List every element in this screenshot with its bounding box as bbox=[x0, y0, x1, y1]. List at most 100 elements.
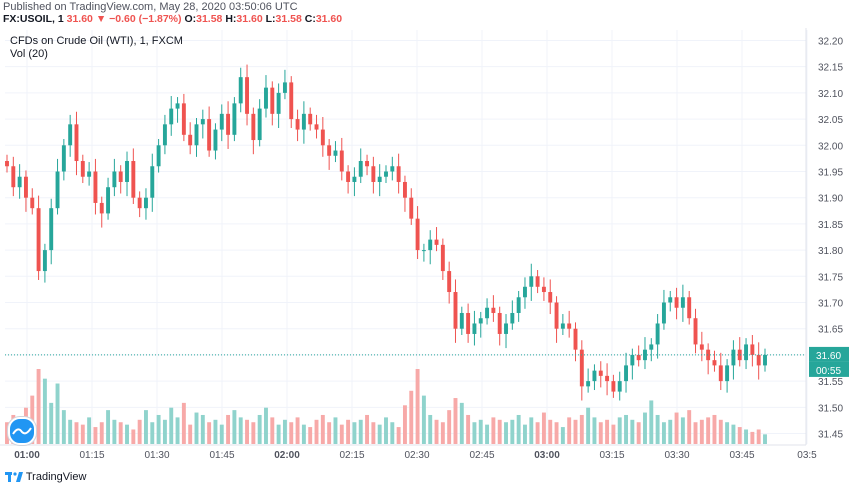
volume-bar bbox=[661, 422, 666, 444]
y-tick-label: 32.15 bbox=[818, 63, 843, 74]
volume-bar bbox=[731, 424, 736, 444]
tradingview-brand[interactable]: TradingView bbox=[5, 471, 86, 483]
volume-bar bbox=[409, 390, 414, 444]
candle-body bbox=[264, 87, 268, 109]
candle-body bbox=[162, 124, 167, 146]
candle-body bbox=[617, 381, 622, 392]
volume-bar bbox=[346, 419, 351, 444]
candle-body bbox=[428, 239, 433, 251]
y-tick-label: 31.90 bbox=[818, 194, 843, 205]
candle-body bbox=[706, 349, 711, 361]
last-price-tag-bg bbox=[809, 346, 849, 362]
candle-body bbox=[554, 302, 559, 329]
last-price-tag: 31.60 bbox=[816, 351, 841, 362]
volume-bar bbox=[744, 429, 749, 444]
volume-bar bbox=[396, 427, 401, 444]
volume-bar bbox=[175, 417, 180, 444]
volume-bar bbox=[504, 422, 508, 444]
candle-body bbox=[257, 108, 262, 141]
volume-bar bbox=[49, 402, 54, 444]
volume-bar bbox=[68, 419, 73, 444]
volume-bar bbox=[36, 369, 41, 444]
volume-bar bbox=[541, 412, 546, 444]
y-tick-label: 31.80 bbox=[818, 246, 843, 257]
candle-body bbox=[314, 124, 319, 130]
candle-body bbox=[605, 375, 610, 382]
candle-body bbox=[327, 145, 332, 156]
volume-bar bbox=[358, 419, 363, 444]
volume-bar bbox=[339, 424, 344, 444]
candle-body bbox=[339, 150, 344, 172]
candle-body bbox=[5, 161, 9, 167]
candle-body bbox=[377, 176, 382, 182]
candle-body bbox=[541, 286, 546, 293]
candle-body bbox=[744, 344, 749, 361]
volume-bar bbox=[706, 417, 711, 444]
volume-bar bbox=[510, 419, 515, 444]
candle-body bbox=[737, 349, 742, 361]
volume-icon[interactable] bbox=[8, 417, 36, 445]
volume-bar bbox=[80, 424, 85, 444]
candle-body bbox=[232, 103, 237, 135]
volume-bar bbox=[194, 412, 199, 444]
x-tick-label: 02:30 bbox=[404, 450, 429, 461]
volume-bar bbox=[42, 378, 47, 444]
candlestick-chart[interactable]: 32.20 32.15 32.10 32.05 32.00 31.95 31.90 31.85… bbox=[0, 28, 852, 473]
y-tick-label: 31.75 bbox=[818, 272, 843, 283]
candle-body bbox=[333, 150, 338, 156]
volume-bar bbox=[232, 410, 237, 444]
candle-body bbox=[42, 250, 47, 272]
volume-bar bbox=[264, 407, 268, 444]
volume-bar bbox=[718, 419, 723, 444]
volume-bar bbox=[99, 422, 104, 444]
volume-bar bbox=[150, 422, 155, 444]
candle-body bbox=[219, 113, 224, 130]
chart-header: Published on TradingView.com, May 28, 20… bbox=[0, 0, 852, 28]
volume-bar bbox=[144, 410, 148, 444]
brand-name: TradingView bbox=[25, 471, 87, 483]
ohlc-quote: FX:USOIL, 1 31.60 ▼ −0.60 (−1.87%) O:31.… bbox=[3, 13, 342, 25]
high-value: 31.60 bbox=[236, 13, 263, 25]
y-tick-label: 32.10 bbox=[818, 89, 843, 100]
candle-body bbox=[680, 297, 685, 308]
volume-bar bbox=[118, 422, 123, 444]
chart-legend-title: CFDs on Crude Oil (WTI), 1, FXCM bbox=[10, 35, 183, 47]
volume-bar bbox=[125, 424, 129, 444]
volume-bar bbox=[750, 431, 755, 444]
candle-body bbox=[504, 323, 508, 334]
high-label: H: bbox=[225, 13, 237, 25]
volume-bar bbox=[712, 414, 717, 444]
volume-bar bbox=[725, 422, 730, 444]
candle-body bbox=[516, 297, 521, 313]
x-tick-label: 03:45 bbox=[729, 450, 754, 461]
candle-body bbox=[358, 161, 363, 177]
volume-bar bbox=[371, 422, 376, 444]
candle-body bbox=[74, 124, 79, 162]
volume-bar bbox=[567, 417, 572, 444]
volume-bar bbox=[447, 410, 452, 444]
countdown-tag-bg bbox=[809, 361, 849, 377]
candle-body bbox=[93, 171, 98, 203]
volume-bar bbox=[617, 417, 622, 444]
candle-body bbox=[99, 202, 104, 214]
volume-bar bbox=[586, 407, 591, 444]
volume-bar bbox=[516, 414, 521, 444]
candle-body bbox=[276, 92, 281, 114]
low-label: L: bbox=[265, 13, 276, 25]
volume-bar bbox=[554, 422, 559, 444]
candle-body bbox=[712, 360, 717, 366]
volume-bar bbox=[598, 422, 603, 444]
candle-body bbox=[17, 176, 22, 188]
candle-body bbox=[535, 276, 540, 287]
last-price: 31.60 bbox=[66, 13, 93, 25]
volume-bar bbox=[188, 424, 193, 444]
volume-bar bbox=[529, 417, 534, 444]
candle-body bbox=[295, 119, 300, 130]
volume-bar bbox=[485, 424, 490, 444]
candle-body bbox=[592, 370, 597, 382]
volume-bar bbox=[763, 434, 767, 444]
volume-bar bbox=[643, 412, 647, 444]
volume-bar bbox=[472, 422, 477, 444]
close-value: 31.60 bbox=[315, 13, 343, 25]
candle-body bbox=[586, 381, 591, 387]
